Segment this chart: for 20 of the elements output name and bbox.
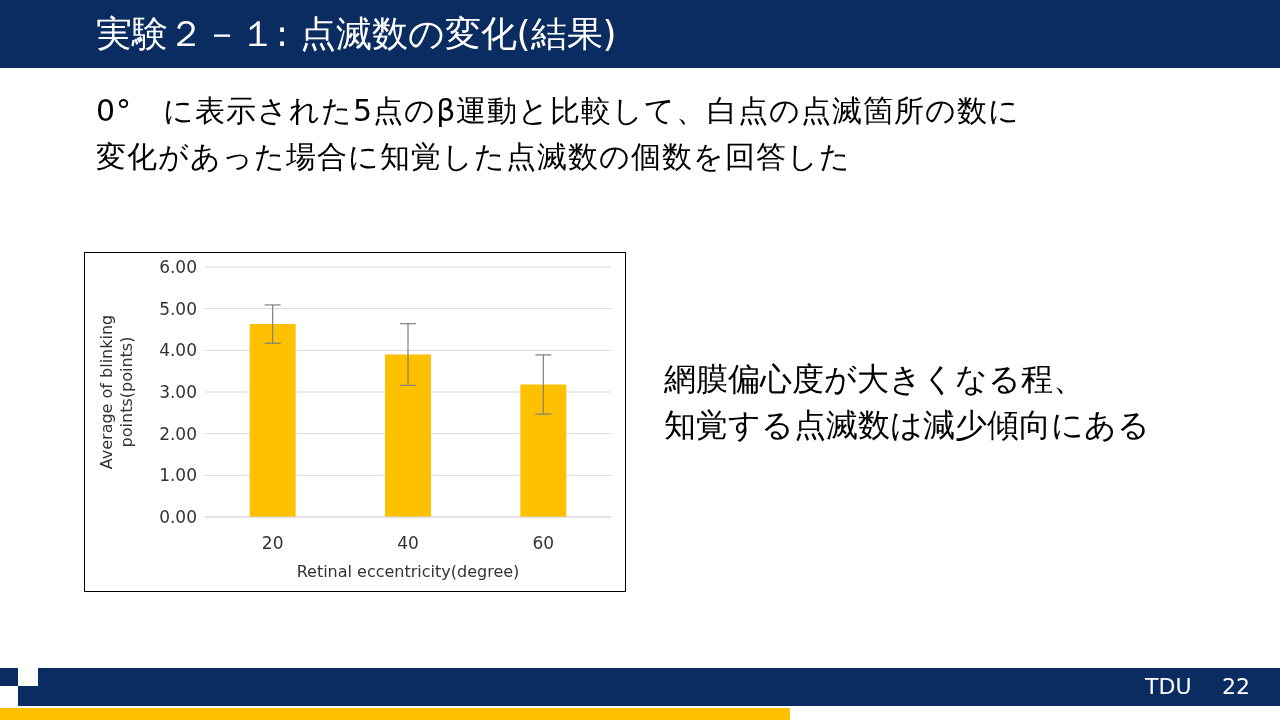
bar (384, 354, 431, 517)
y-tick-label: 6.00 (159, 257, 197, 278)
bar (520, 384, 567, 517)
y-tick-label: 5.00 (159, 298, 197, 319)
y-tick-label: 1.00 (159, 465, 197, 486)
x-tick-label: 60 (532, 533, 555, 554)
chart-subtitle: 0° に表示された5点のβ運動と比較して、白点の点滅箇所の数に変化があった場合に知覚した点滅数の個数を回答した (96, 92, 1022, 176)
y-axis-title: Average of blinking points(points) (97, 314, 136, 470)
text: TDU (1145, 673, 1192, 701)
text: 網膜偏心度が大きくなる程、知覚する点滅数は減少傾向にある (664, 359, 1151, 446)
chart-title: 実験２－１: 点滅数の変化(結果) (96, 12, 617, 56)
y-tick-label: 2.00 (159, 423, 197, 444)
y-tick-label: 3.00 (159, 382, 197, 403)
y-tick-label: 4.00 (159, 340, 197, 361)
x-tick-label: 20 (261, 533, 284, 554)
bar (249, 324, 296, 517)
text: 22 (1222, 673, 1250, 701)
x-tick-label: 40 (397, 533, 419, 554)
y-tick-label: 0.00 (159, 507, 197, 528)
x-axis-title: Retinal eccentricity(degree) (296, 562, 520, 581)
